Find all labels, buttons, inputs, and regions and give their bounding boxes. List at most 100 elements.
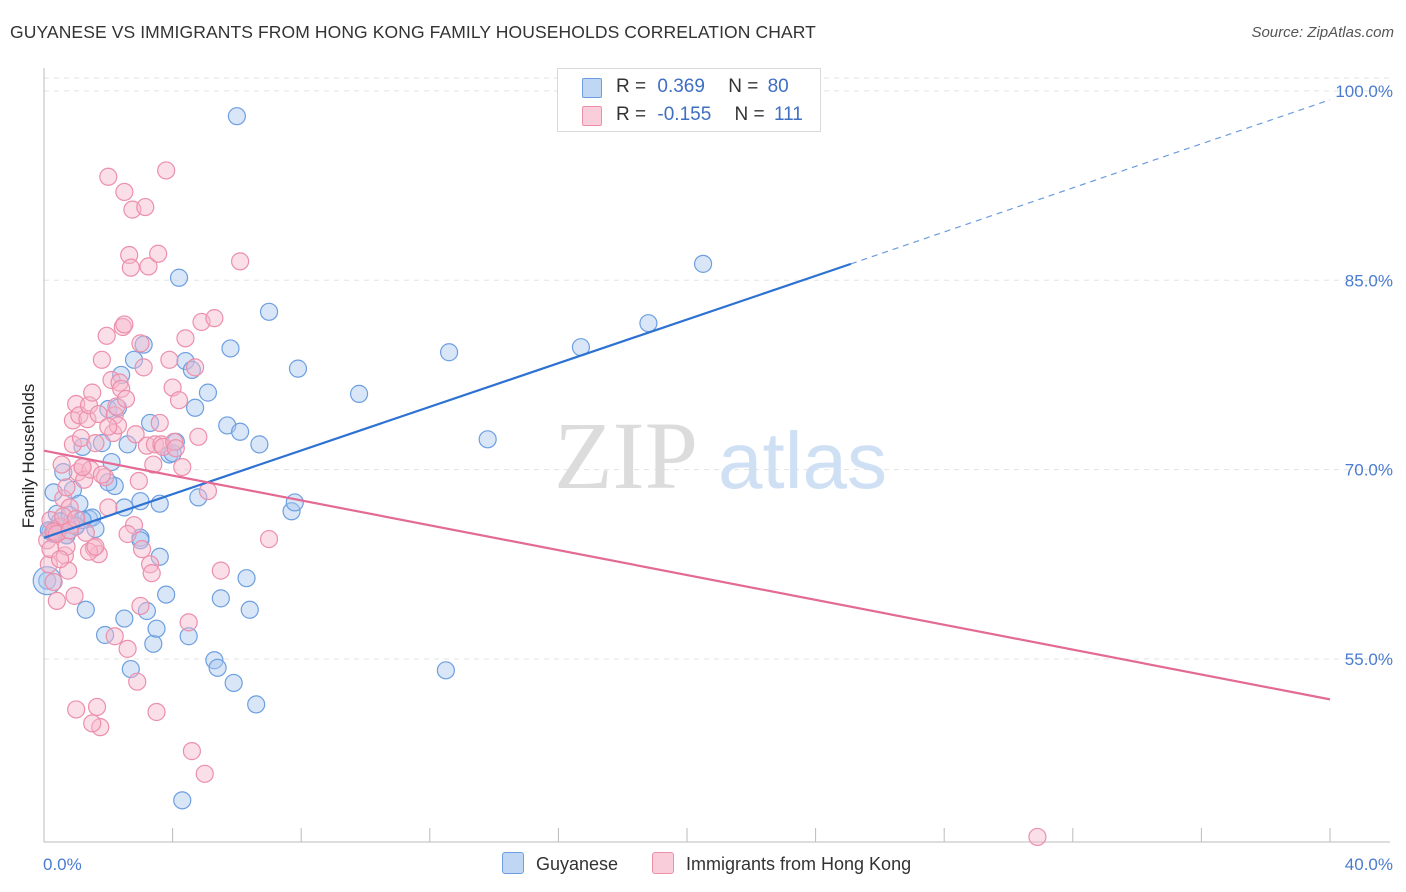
data-point [147,702,166,722]
data-point [92,434,111,453]
data-point [144,455,163,474]
data-point [76,600,95,619]
data-point [86,537,105,556]
data-point [142,564,161,583]
data-point [83,714,102,733]
data-point [116,389,136,409]
data-point [173,457,192,477]
data-point [108,416,128,435]
watermark: ZIP atlas [554,402,887,509]
data-point [105,627,124,646]
data-point [78,410,97,429]
data-point [86,434,105,453]
data-point [65,586,84,605]
data-point [124,350,144,369]
data-point [115,315,134,334]
trend-line-hongkong [43,449,1331,701]
data-point [157,161,176,180]
data-point [95,625,115,645]
legend-r-label-2: R = [616,104,647,125]
data-point [639,314,658,333]
data-point [478,430,497,449]
data-point [179,627,198,646]
trend-lines [43,99,1331,701]
data-point [52,455,71,474]
data-point [259,302,279,321]
y-tick-label: 85.0% [1345,271,1393,290]
data-point [89,404,108,424]
axes [43,68,1390,843]
data-point [87,697,107,717]
data-point [189,427,208,446]
data-point [224,673,243,693]
data-point [247,695,266,714]
watermark-atlas: atlas [718,416,887,505]
data-point [259,529,279,549]
data-point [132,540,152,559]
data-point [166,439,185,458]
data-point [118,639,137,658]
bottom-legend-label-guyanese: Guyanese [536,854,619,874]
watermark-zip: ZIP [554,402,698,509]
data-point [73,457,92,477]
data-point [112,365,131,385]
data-point [179,613,198,632]
data-point [176,329,195,348]
data-point [112,379,131,398]
data-point [99,167,118,186]
data-point [134,358,153,377]
data-point [126,425,145,444]
legend-swatch-pink [582,106,602,126]
data-point [136,197,155,217]
trend-line-guyanese [43,262,852,539]
data-point [44,572,63,592]
data-point [208,658,227,677]
data-point [165,432,184,451]
data-point [131,334,150,353]
data-point [182,742,201,761]
bottom-legend-label-hongkong: Immigrants from Hong Kong [686,854,912,874]
y-tick-label: 100.0% [1335,82,1393,101]
data-point [71,428,91,448]
legend-r-value-2: -0.155 [657,104,712,125]
data-point [231,422,250,441]
data-point [92,465,111,484]
data-point [157,585,176,604]
data-point [205,309,224,328]
data-point [107,397,126,416]
legend-n-value-1: 80 [767,76,789,97]
bottom-legend-guyanese: Guyanese [502,852,618,875]
data-point [186,358,205,377]
hongkong-points [38,161,1047,847]
bottom-legend-hongkong: Immigrants from Hong Kong [652,852,911,875]
source-note: Source: ZipAtlas.com [1251,24,1394,41]
data-point [153,437,173,457]
data-point [285,493,304,512]
data-point [169,268,189,287]
data-point [182,360,201,380]
data-point [128,672,147,691]
data-point [240,600,259,619]
bottom-legend-swatch-pink [652,852,674,874]
data-point [39,555,58,574]
data-point [221,339,240,358]
data-point [67,700,86,719]
data-point [186,398,205,417]
x-tick-label-max: 40.0% [1345,855,1393,874]
data-point [147,619,166,638]
data-point [211,561,230,580]
data-point [121,258,140,277]
data-point [169,391,189,410]
y-tick-label: 70.0% [1345,461,1393,480]
data-point [436,661,455,680]
data-point [129,471,148,491]
legend-n-label-1: N = [728,76,759,97]
data-point [99,473,118,492]
tick-labels: 55.0% 70.0% 85.0% 100.0% 0.0% 40.0% [43,82,1393,874]
y-axis-label: Family Households [19,384,38,529]
data-point [97,326,116,345]
data-point [349,384,369,403]
data-point [149,244,168,263]
chart-title: GUYANESE VS IMMIGRANTS FROM HONG KONG FA… [10,22,816,42]
